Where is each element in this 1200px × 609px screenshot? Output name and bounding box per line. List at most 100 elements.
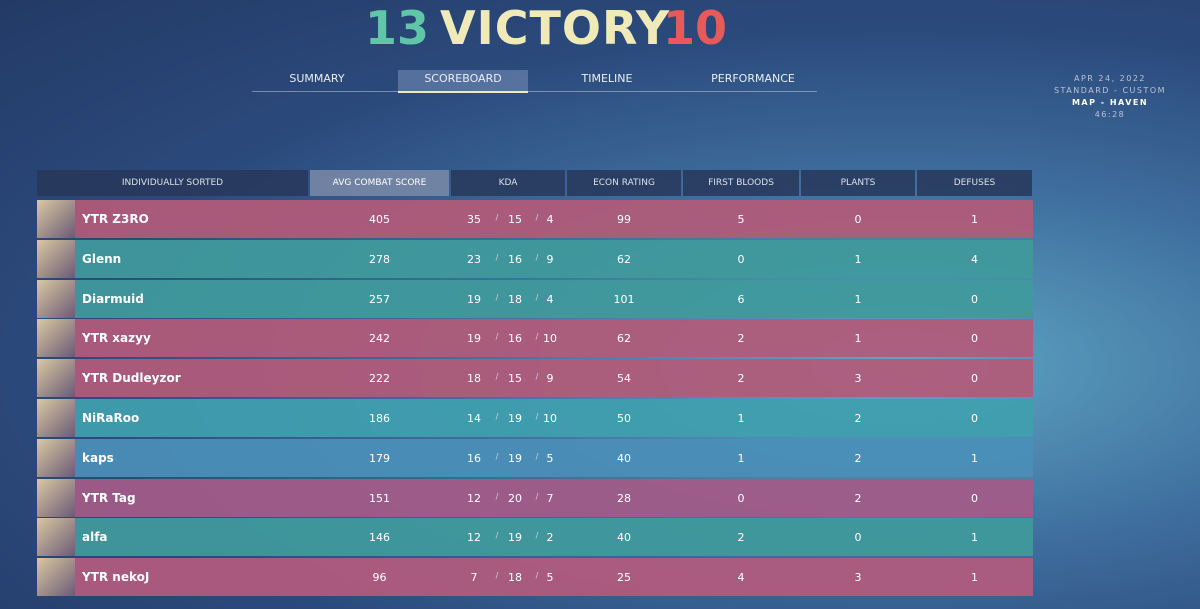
- tab[interactable]: SUMMARY: [289, 72, 345, 85]
- deaths: 20: [508, 491, 522, 505]
- player-name: YTR Z3RO: [82, 212, 149, 226]
- assists: 5: [546, 451, 554, 465]
- kda-separator: /: [495, 412, 499, 421]
- acs: 222: [369, 372, 390, 386]
- kda-separator: /: [495, 571, 499, 581]
- kda-separator: /: [535, 252, 539, 262]
- first-bloods: 5: [737, 213, 745, 226]
- agent-avatar: [37, 200, 75, 238]
- econ-rating: 40: [617, 531, 631, 545]
- result-title: VICTORY: [440, 1, 671, 55]
- kda-separator: /: [495, 531, 499, 541]
- plants: 0: [854, 531, 862, 545]
- first-bloods: 2: [737, 372, 745, 386]
- tab[interactable]: PERFORMANCE: [711, 72, 795, 85]
- defuses: 0: [971, 491, 978, 505]
- player-row: [37, 319, 1033, 358]
- defuses: 1: [971, 531, 978, 545]
- column-header[interactable]: KDA: [451, 170, 565, 196]
- column-header[interactable]: FIRST BLOODS: [683, 170, 799, 196]
- player-name: alfa: [82, 530, 108, 545]
- kda-separator: /: [535, 491, 539, 501]
- defuses: 4: [971, 252, 978, 266]
- assists: 5: [546, 571, 554, 585]
- player-name: YTR Dudleyzor: [82, 371, 181, 386]
- column-header[interactable]: INDIVIDUALLY SORTED: [37, 170, 308, 196]
- match-info-line: STANDARD - CUSTOM: [1053, 86, 1167, 95]
- kda-separator: /: [495, 332, 499, 342]
- player-row: [37, 558, 1033, 597]
- kda-separator: /: [495, 372, 499, 382]
- acs: 96: [372, 571, 387, 585]
- column-header[interactable]: DEFUSES: [917, 170, 1032, 196]
- deaths: 16: [508, 332, 522, 346]
- first-bloods: 4: [737, 571, 745, 585]
- player-row: [37, 518, 1033, 557]
- column-header[interactable]: AVG COMBAT SCORE: [310, 170, 449, 196]
- kda-separator: /: [495, 213, 499, 222]
- first-bloods: 0: [737, 491, 745, 505]
- plants: 3: [854, 571, 862, 585]
- player-name: Diarmuid: [82, 291, 144, 306]
- plants: 1: [854, 292, 862, 306]
- kda-separator: /: [535, 332, 539, 342]
- assists: 4: [546, 213, 554, 226]
- econ-rating: 62: [617, 252, 631, 266]
- acs: 186: [369, 412, 390, 425]
- deaths: 15: [508, 372, 522, 386]
- match-info-line: MAP - HAVEN: [1071, 98, 1149, 107]
- score-right: 10: [663, 1, 728, 55]
- agent-avatar: [37, 239, 75, 278]
- kills: 14: [467, 412, 481, 425]
- agent-avatar: [37, 359, 75, 398]
- player-row: [37, 478, 1033, 517]
- player-name: Glenn: [82, 251, 122, 266]
- agent-avatar: [37, 399, 75, 437]
- deaths: 19: [508, 451, 522, 465]
- kills: 12: [467, 531, 481, 545]
- agent-avatar: [37, 558, 75, 597]
- tab[interactable]: TIMELINE: [581, 72, 633, 85]
- defuses: 1: [971, 213, 978, 226]
- player-row: [37, 399, 1033, 437]
- player-row: [37, 239, 1033, 278]
- plants: 2: [854, 491, 862, 505]
- plants: 3: [854, 372, 862, 386]
- econ-rating: 101: [613, 292, 635, 306]
- assists: 10: [543, 412, 557, 425]
- player-row: [37, 279, 1033, 318]
- assists: 9: [546, 252, 554, 266]
- kills: 19: [467, 332, 481, 346]
- first-bloods: 6: [737, 292, 745, 306]
- kda-separator: /: [535, 451, 539, 461]
- assists: 4: [546, 292, 554, 306]
- column-header[interactable]: ECON RATING: [567, 170, 681, 196]
- match-info-line: 46:28: [1094, 110, 1126, 119]
- defuses: 0: [971, 372, 978, 386]
- plants: 0: [854, 213, 862, 226]
- player-name: NiRaRoo: [82, 411, 140, 425]
- column-header[interactable]: PLANTS: [801, 170, 915, 196]
- kda-separator: /: [535, 531, 539, 541]
- player-row: [37, 359, 1033, 398]
- acs: 242: [369, 332, 390, 346]
- player-name: kaps: [82, 450, 114, 465]
- kda-separator: /: [535, 412, 539, 421]
- defuses: 0: [971, 292, 978, 306]
- first-bloods: 1: [737, 451, 745, 465]
- tab[interactable]: SCOREBOARD: [398, 70, 528, 93]
- acs: 146: [369, 531, 390, 545]
- agent-avatar: [37, 518, 75, 557]
- player-name: YTR xazyy: [82, 331, 151, 346]
- agent-avatar: [37, 478, 75, 517]
- agent-avatar: [37, 279, 75, 318]
- kills: 23: [467, 252, 481, 266]
- assists: 7: [546, 491, 554, 505]
- kda-separator: /: [535, 372, 539, 382]
- agent-avatar: [37, 319, 75, 358]
- econ-rating: 99: [617, 213, 631, 226]
- kills: 35: [467, 213, 481, 226]
- kills: 7: [470, 571, 478, 585]
- econ-rating: 28: [617, 491, 631, 505]
- econ-rating: 62: [617, 332, 631, 346]
